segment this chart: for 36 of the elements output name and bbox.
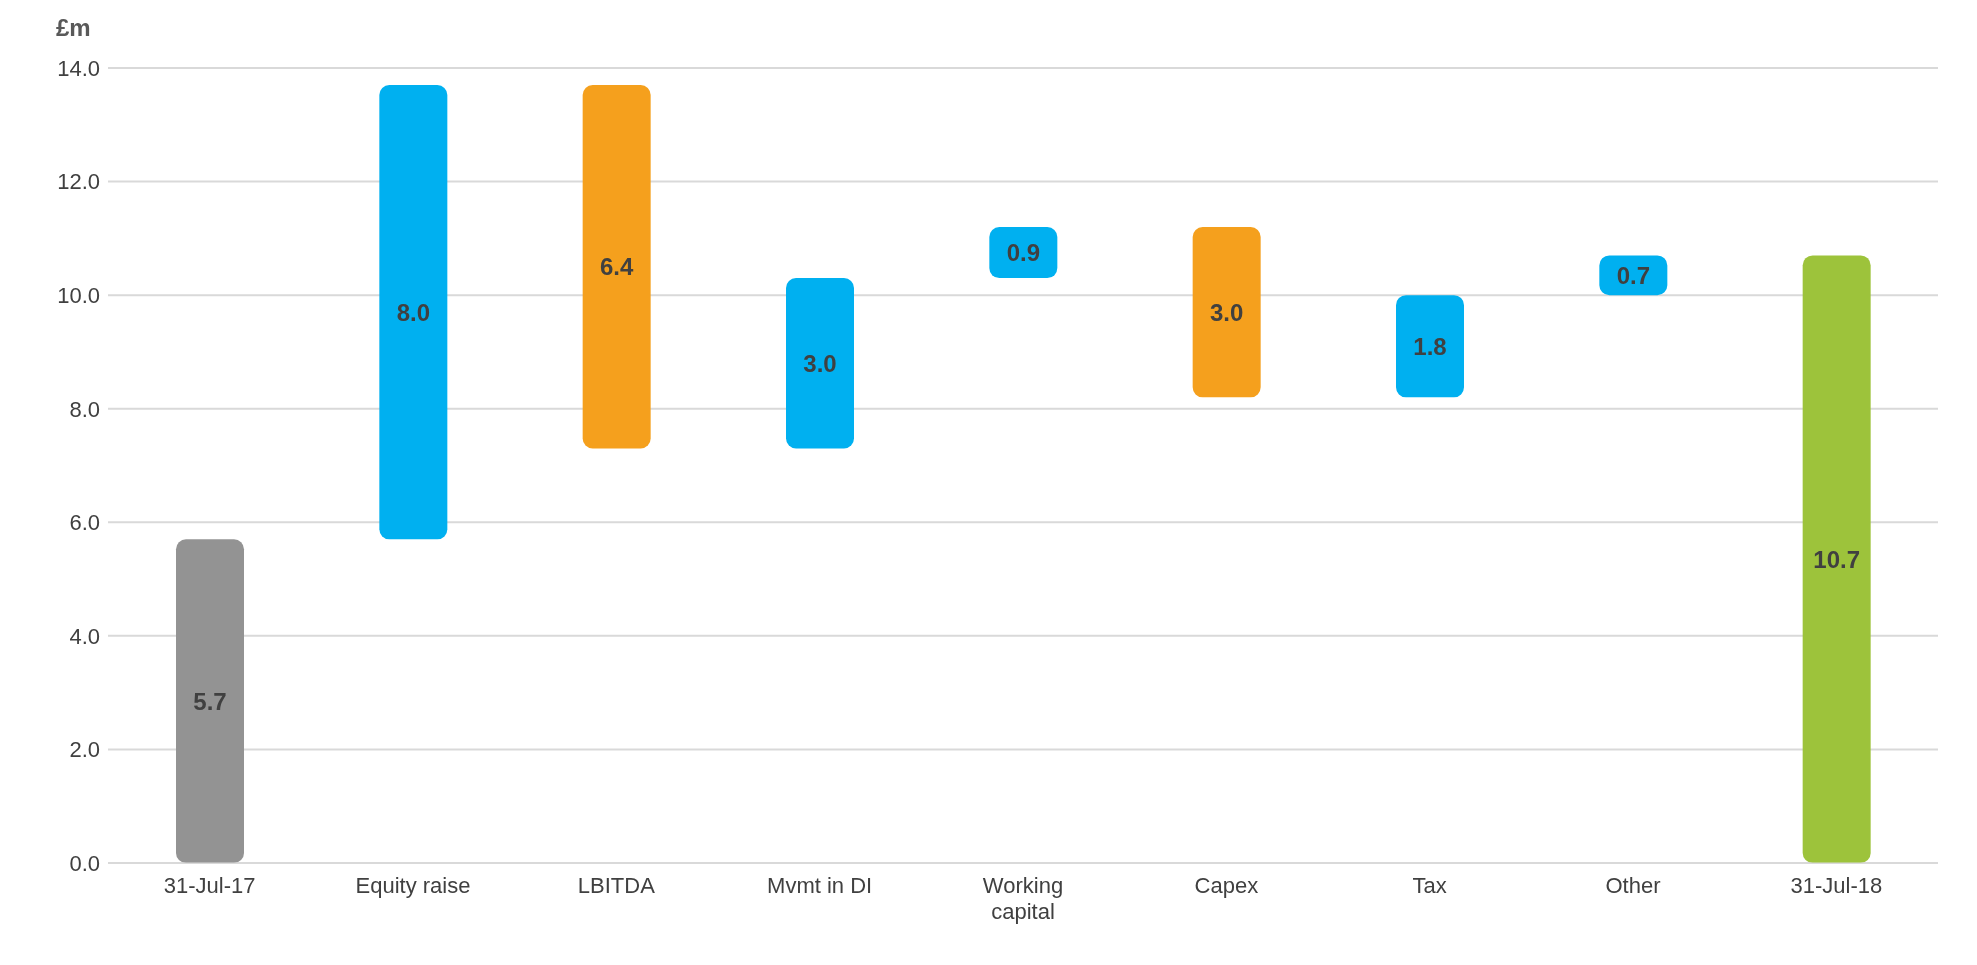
y-tick-label: 8.0 — [69, 396, 100, 422]
data-label: 1.8 — [1413, 332, 1447, 360]
data-label: 0.7 — [1616, 261, 1651, 289]
data-label: 10.7 — [1813, 545, 1861, 573]
data-label: 3.0 — [803, 349, 837, 377]
bar — [1599, 255, 1668, 296]
y-tick-label: 14.0 — [57, 55, 100, 81]
x-tick-label: 31-Jul-17 — [163, 873, 256, 898]
y-tick-label: 6.0 — [69, 510, 100, 536]
bar — [989, 227, 1058, 279]
x-tick-label: Working capital — [982, 873, 1064, 924]
x-tick-label: LBITDA — [577, 873, 656, 898]
x-tick-label: Equity raise — [355, 873, 471, 898]
x-tick-label: Other — [1605, 873, 1661, 898]
bar — [786, 278, 854, 449]
bar — [582, 85, 651, 449]
x-tick-label: Tax — [1412, 873, 1447, 898]
data-label: 6.4 — [599, 253, 634, 281]
data-label: 8.0 — [396, 298, 431, 326]
y-tick-label: 10.0 — [57, 282, 100, 308]
y-tick-label: 4.0 — [69, 623, 100, 649]
bar — [176, 539, 244, 863]
data-label: 0.9 — [1006, 239, 1041, 267]
bar — [379, 85, 448, 540]
bar — [1192, 227, 1261, 398]
y-tick-label: 0.0 — [69, 850, 100, 876]
y-axis-title: £m — [56, 14, 91, 42]
data-label: 3.0 — [1209, 298, 1244, 326]
y-tick-label: 12.0 — [57, 169, 100, 195]
x-tick-label: Capex — [1194, 873, 1259, 898]
x-tick-label: Mvmt in DI — [767, 873, 873, 898]
bar — [1802, 255, 1871, 863]
x-tick-label: 31-Jul-18 — [1790, 873, 1883, 898]
bar — [1396, 295, 1464, 398]
y-tick-label: 2.0 — [69, 737, 100, 763]
data-label: 5.7 — [193, 687, 227, 715]
